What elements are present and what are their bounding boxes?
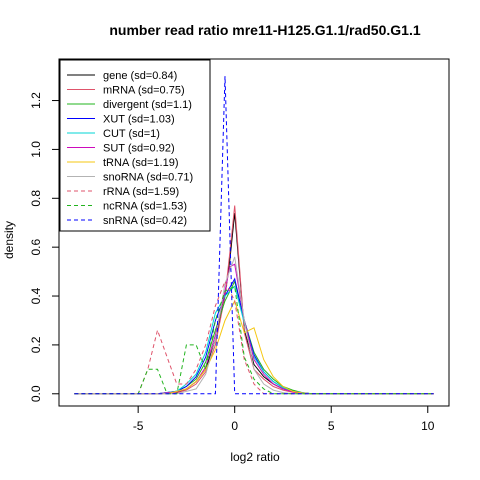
- chart-title: number read ratio mre11-H125.G1.1/rad50.…: [109, 22, 420, 38]
- x-tick-label: -5: [133, 419, 144, 433]
- y-tick-label: 0.8: [29, 190, 43, 207]
- plot-frame: [58, 58, 450, 407]
- x-axis-label: log2 ratio: [230, 450, 280, 464]
- series-line-snrna: [74, 76, 434, 395]
- legend: gene (sd=0.84) mRNA (sd=0.75) divergent (s…: [59, 59, 211, 232]
- legend-label-trna: tRNA (sd=1.19): [103, 157, 179, 169]
- y-tick-label: 0.0: [29, 385, 43, 402]
- series-line-snorna: [74, 256, 434, 395]
- legend-label-gene: gene (sd=0.84): [103, 70, 177, 82]
- legend-label-snorna: snoRNA (sd=0.71): [103, 172, 193, 184]
- x-tick-label: 5: [328, 419, 335, 433]
- legend-label-mrna: mRNA (sd=0.75): [103, 85, 185, 97]
- legend-box: [59, 59, 211, 232]
- y-tick-label: 0.4: [29, 287, 43, 304]
- legend-label-sut: SUT (sd=0.92): [103, 143, 175, 155]
- legend-label-snrna: snRNA (sd=0.42): [103, 215, 187, 227]
- y-tick-label: 0.6: [29, 239, 43, 256]
- series-line-mrna: [74, 205, 434, 395]
- legend-label-rrna: rRNA (sd=1.59): [103, 186, 179, 198]
- legend-label-cut: CUT (sd=1): [103, 128, 160, 140]
- legend-label-divergent: divergent (sd=1.1): [103, 99, 192, 111]
- x-tick-label: 0: [231, 419, 238, 433]
- legend-label-ncrna: ncRNA (sd=1.53): [103, 201, 187, 213]
- y-tick-label: 0.2: [29, 336, 43, 353]
- y-tick-label: 1.2: [29, 92, 43, 109]
- series-line-rrna: [74, 280, 434, 395]
- series-line-trna: [74, 299, 434, 395]
- y-axis-label: density: [2, 221, 16, 259]
- x-tick-label: 10: [421, 419, 435, 433]
- y-tick-label: 1.0: [29, 141, 43, 158]
- legend-label-xut: XUT (sd=1.03): [103, 114, 175, 126]
- series-line-ncrna: [74, 285, 434, 395]
- series-layer: [74, 76, 434, 395]
